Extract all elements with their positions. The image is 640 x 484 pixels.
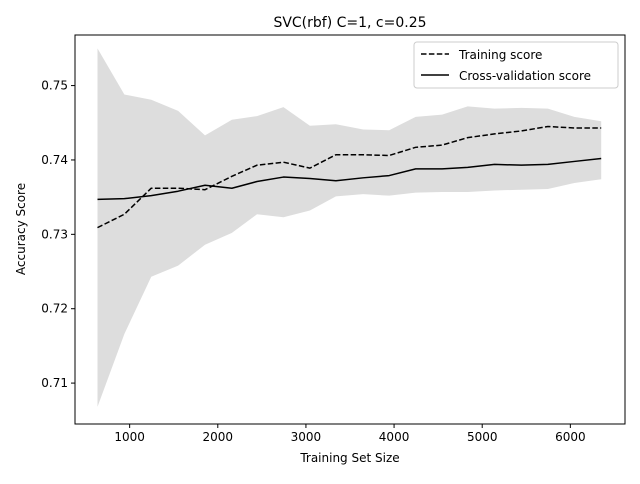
x-tick-label: 3000 xyxy=(291,430,322,444)
series-0-band xyxy=(97,48,602,407)
series-1-point xyxy=(601,158,602,159)
series-1-point xyxy=(124,198,125,199)
chart-title: SVC(rbf) C=1, c=0.25 xyxy=(273,15,426,31)
series-0-point xyxy=(467,137,468,138)
y-tick-label: 0.74 xyxy=(41,153,68,167)
x-tick-label: 4000 xyxy=(379,430,410,444)
y-tick-label: 0.75 xyxy=(41,79,68,93)
legend-training-label: Training score xyxy=(458,48,542,62)
series-1-point xyxy=(335,180,336,181)
y-tick-label: 0.73 xyxy=(41,227,68,241)
x-axis-ticks: 1000 2000 3000 4000 5000 6000 xyxy=(114,424,586,444)
series-0-point xyxy=(442,145,443,146)
series-1-point xyxy=(257,181,258,182)
y-axis-ticks: 0.71 0.72 0.73 0.74 0.75 xyxy=(41,79,75,390)
x-tick-label: 2000 xyxy=(203,430,234,444)
series-0-point xyxy=(601,127,602,128)
series-0-point xyxy=(124,214,125,215)
series-1-point xyxy=(467,167,468,168)
x-tick-label: 6000 xyxy=(555,430,586,444)
series-0-point xyxy=(257,165,258,166)
plot-area-frame xyxy=(74,34,626,425)
series-0-point xyxy=(231,176,232,177)
series-0-line xyxy=(97,125,602,229)
series-0-point xyxy=(363,154,364,155)
x-axis-label: Training Set Size xyxy=(299,451,399,465)
series-1-point xyxy=(521,165,522,166)
series-0-point xyxy=(97,227,98,228)
series-0-point xyxy=(547,126,548,127)
series-1-point xyxy=(363,177,364,178)
series-0-point xyxy=(389,155,390,156)
series-1-point xyxy=(231,188,232,189)
series-0-point xyxy=(574,127,575,128)
series-1-point xyxy=(97,199,98,200)
x-tick-label: 1000 xyxy=(114,430,145,444)
series-1-line xyxy=(97,157,602,201)
series-1-point xyxy=(494,164,495,165)
series-1-point xyxy=(309,178,310,179)
series-0-point xyxy=(415,147,416,148)
series-1-point xyxy=(415,168,416,169)
series-1-point xyxy=(283,177,284,178)
series-1-point xyxy=(205,185,206,186)
series-line-layer xyxy=(97,125,602,229)
series-1-point xyxy=(151,195,152,196)
confidence-band-layer xyxy=(97,48,602,407)
series-0-point xyxy=(335,154,336,155)
x-tick-label: 5000 xyxy=(467,430,498,444)
legend: Training score Cross-validation score xyxy=(413,41,619,89)
series-0-point xyxy=(494,133,495,134)
series-1-point xyxy=(547,164,548,165)
series-0-point xyxy=(178,188,179,189)
series-1-point xyxy=(178,191,179,192)
legend-box xyxy=(413,41,619,89)
series-0-point xyxy=(151,188,152,189)
series-1-point xyxy=(389,175,390,176)
series-1-point xyxy=(574,161,575,162)
y-tick-label: 0.71 xyxy=(41,376,68,390)
legend-cv-label: Cross-validation score xyxy=(459,69,591,83)
y-axis-label: Accuracy Score xyxy=(14,183,28,275)
series-0-point xyxy=(205,189,206,190)
series-0-point xyxy=(309,168,310,169)
series-1-point xyxy=(442,168,443,169)
series-0-point xyxy=(521,130,522,131)
series-0-point xyxy=(283,162,284,163)
y-tick-label: 0.72 xyxy=(41,302,68,316)
